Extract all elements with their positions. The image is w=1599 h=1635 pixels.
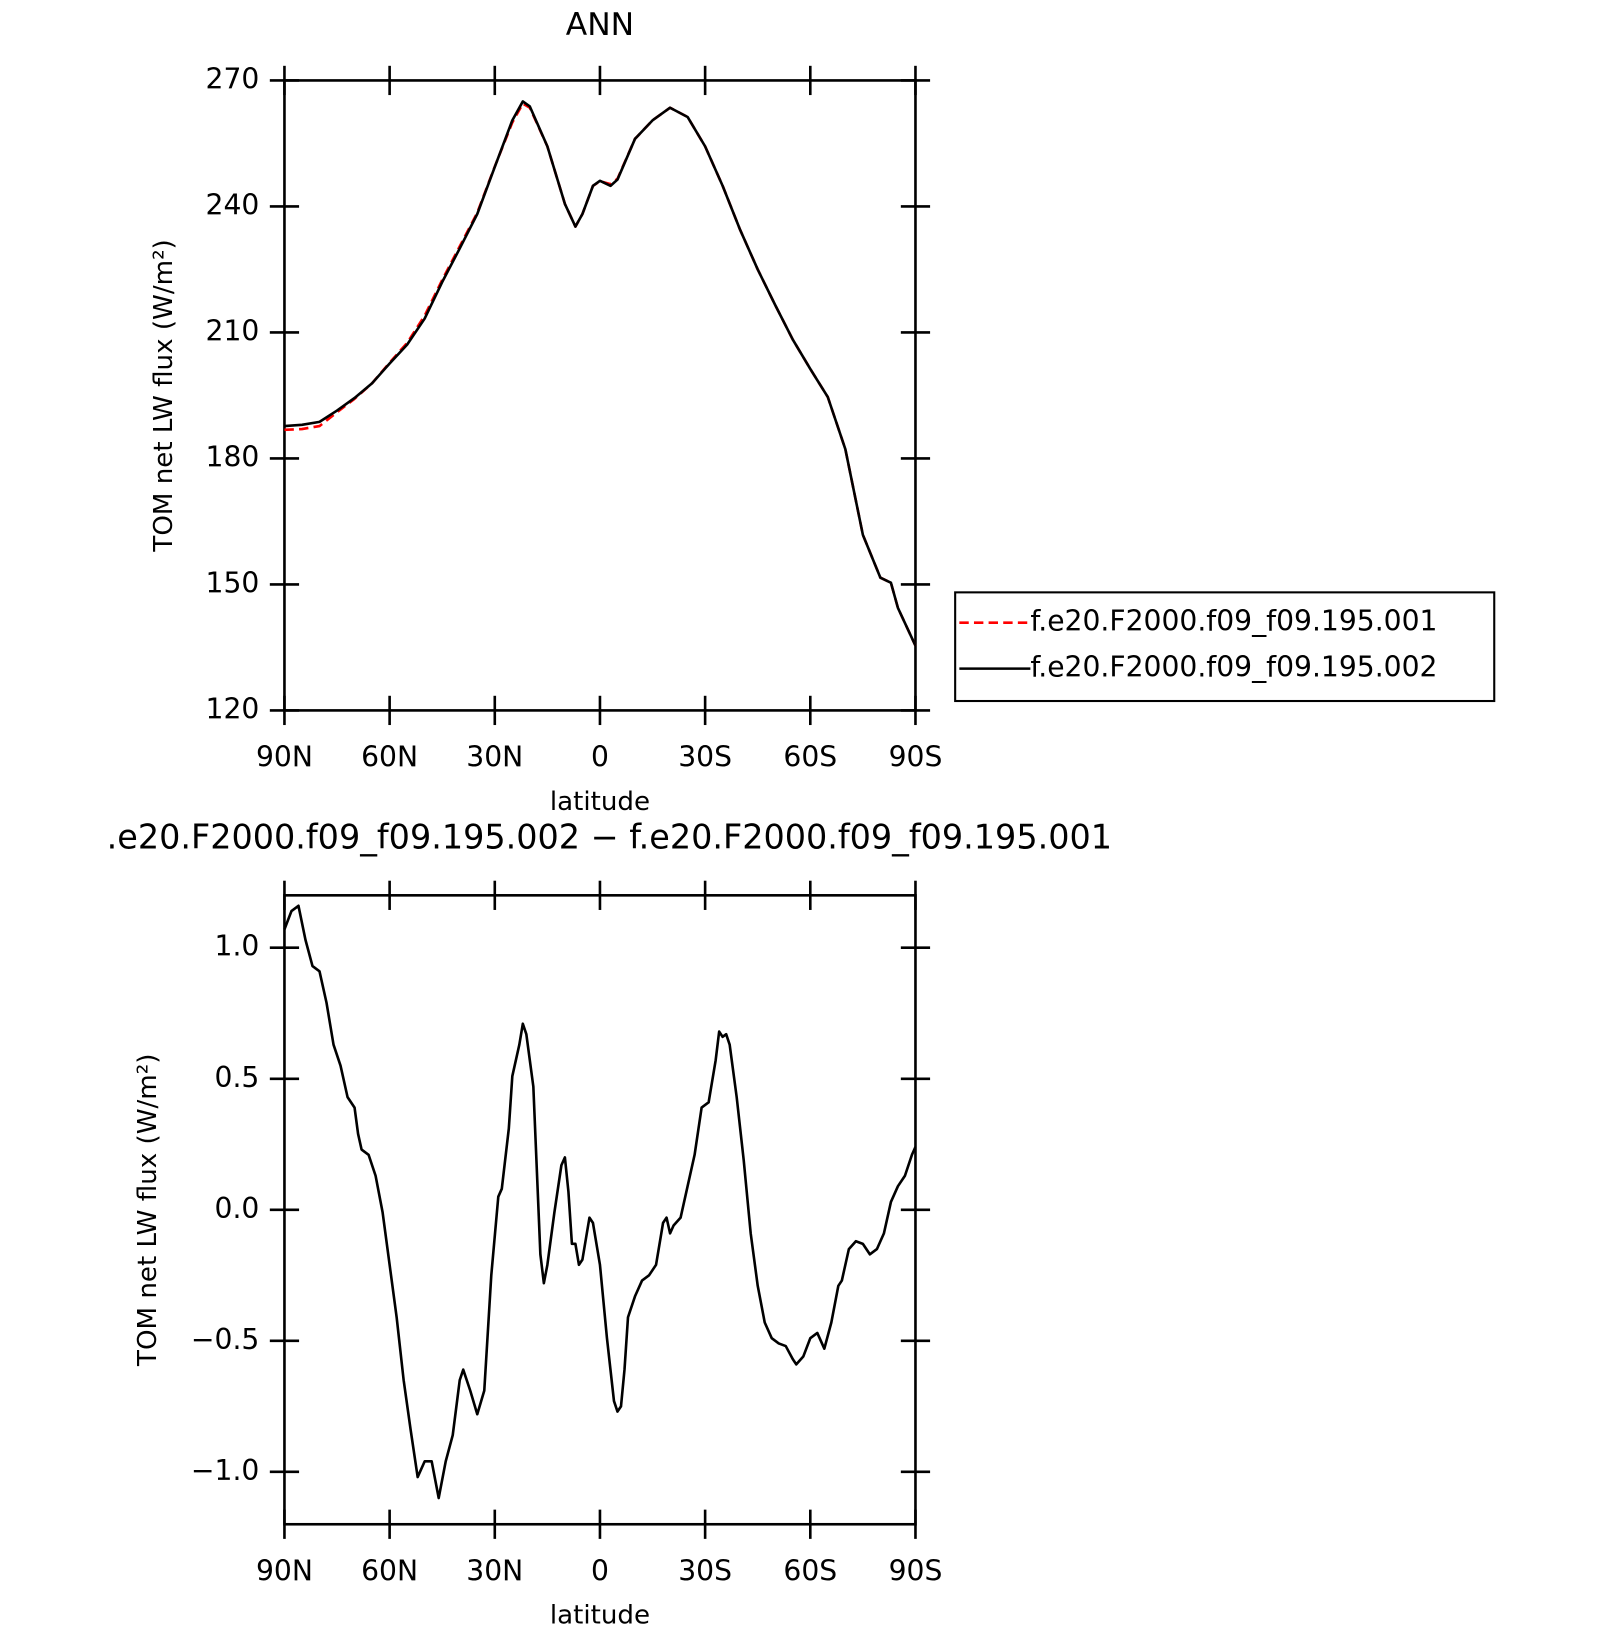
x-axis-label: latitude — [550, 1601, 650, 1631]
x-tick-label: 30N — [466, 1554, 523, 1587]
data-line — [283, 904, 917, 1500]
y-tick-label: 240 — [206, 188, 260, 221]
plot-frame — [283, 894, 917, 1526]
chart-title: .e20.F2000.f09_f09.195.002 − f.e20.F2000… — [107, 817, 1112, 856]
y-tick-label: 210 — [206, 314, 260, 347]
y-tick-label: 0.0 — [215, 1192, 260, 1225]
y-tick-label: 120 — [206, 692, 260, 725]
x-tick-label: 90N — [256, 740, 313, 773]
legend-box — [954, 591, 1496, 703]
data-line — [284, 100, 917, 647]
y-axis-label: TOM net LW flux (W/m²) — [133, 1054, 163, 1367]
x-tick-label: 60S — [783, 1554, 837, 1587]
x-tick-label: 30N — [466, 740, 523, 773]
x-tick-label: 30S — [678, 740, 732, 773]
y-tick-label: −1.0 — [191, 1454, 259, 1487]
x-tick-label: 90S — [889, 1554, 943, 1587]
x-tick-label: 0 — [591, 740, 609, 773]
chart-title: ANN — [566, 7, 634, 43]
x-tick-label: 90S — [889, 740, 943, 773]
x-axis-label: latitude — [550, 787, 650, 817]
legend-label: f.e20.F2000.f09_f09.195.001 — [1030, 605, 1437, 638]
legend-label: f.e20.F2000.f09_f09.195.002 — [1030, 651, 1437, 684]
y-tick-label: 180 — [206, 440, 260, 473]
x-tick-label: 0 — [591, 1554, 609, 1587]
y-tick-label: 1.0 — [215, 930, 260, 963]
y-tick-label: −0.5 — [191, 1323, 259, 1356]
x-tick-label: 60N — [361, 1554, 418, 1587]
x-tick-label: 60S — [783, 740, 837, 773]
y-axis-label: TOM net LW flux (W/m²) — [149, 239, 179, 552]
x-tick-label: 60N — [361, 740, 418, 773]
y-tick-label: 270 — [206, 62, 260, 95]
plot-frame — [283, 79, 917, 712]
x-tick-label: 30S — [678, 1554, 732, 1587]
x-tick-label: 90N — [256, 1554, 313, 1587]
y-tick-label: 150 — [206, 566, 260, 599]
y-tick-label: 0.5 — [215, 1061, 260, 1094]
